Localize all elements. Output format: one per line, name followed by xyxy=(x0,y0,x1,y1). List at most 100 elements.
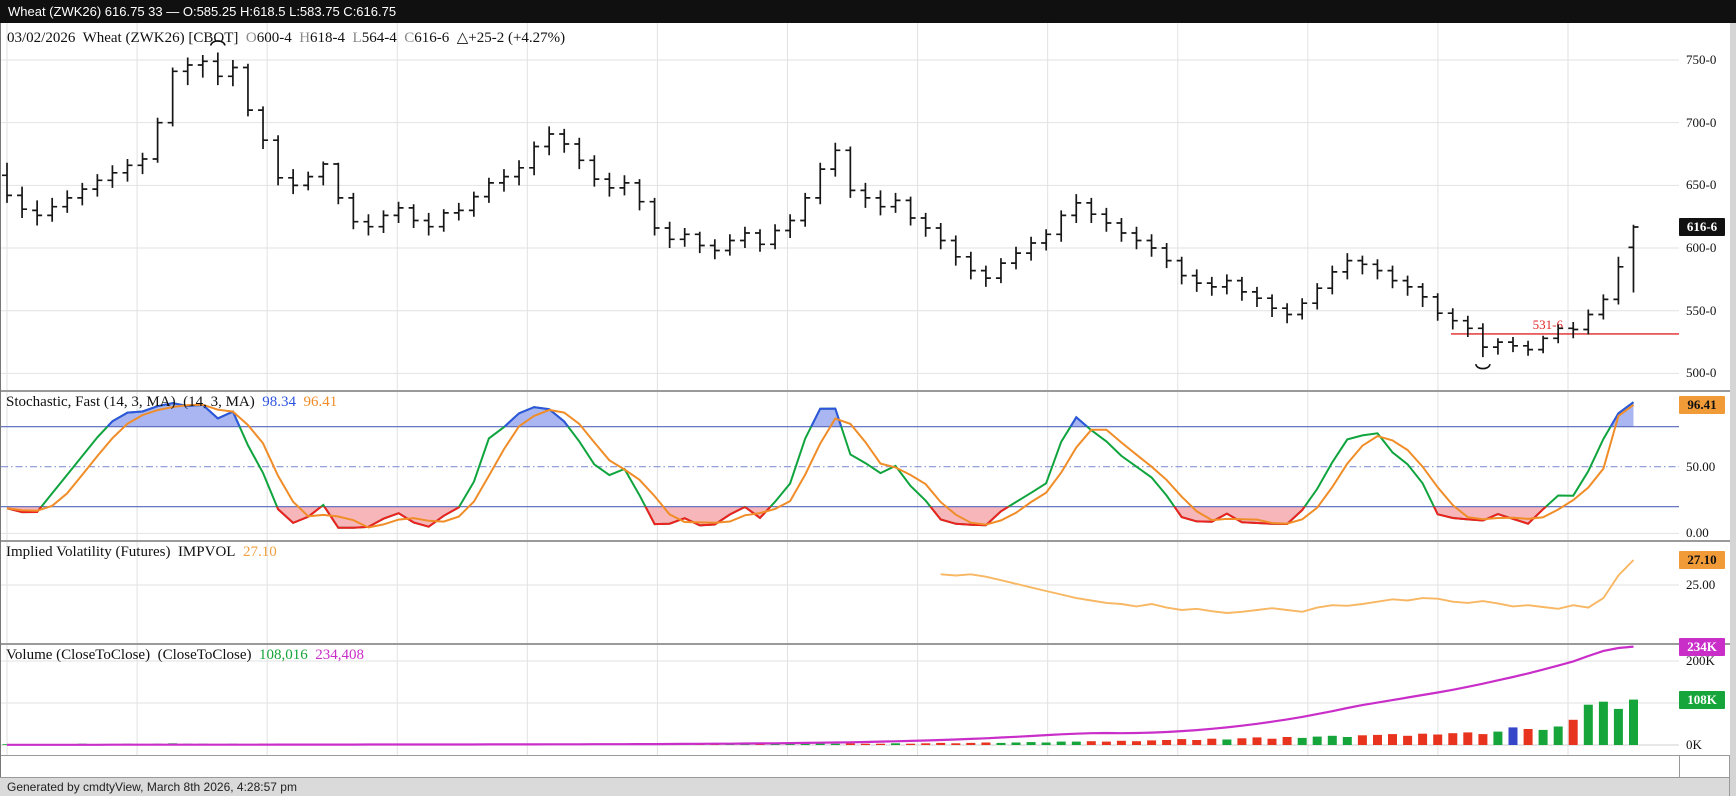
volume-bar xyxy=(1132,741,1141,745)
volume-bar xyxy=(1282,737,1292,745)
volume-chart-svg[interactable] xyxy=(1,645,1679,755)
change-value: △+25-2 (+4.27%) xyxy=(456,30,566,46)
high-label: H xyxy=(299,30,311,46)
volume-bar xyxy=(1613,708,1623,745)
volume-bar xyxy=(1568,719,1578,745)
impvol-name: IMPVOL xyxy=(177,544,236,560)
price-axis-label: 700-0 xyxy=(1686,114,1717,130)
stochastic-d-line xyxy=(6,403,1635,529)
volume-bar xyxy=(1071,741,1081,745)
volume-bar xyxy=(755,744,765,745)
price-axis[interactable]: 750-0 700-0 650-0 600-0 550-0 500-0 616-6 xyxy=(1679,23,1730,390)
volume-bar xyxy=(800,743,810,745)
volume-axis[interactable]: 200K 0K 234K 108K xyxy=(1679,637,1730,755)
price-axis-label: 650-0 xyxy=(1686,177,1717,193)
volume-bar xyxy=(1237,738,1247,745)
volume-bar xyxy=(906,743,916,745)
low-value: 564-4 xyxy=(361,30,397,46)
price-axis-label: 750-0 xyxy=(1686,52,1717,67)
stochastic-chart-svg[interactable] xyxy=(1,392,1679,540)
stochastic-d-value: 96.41 xyxy=(303,394,338,410)
generated-by-text: Generated by cmdtyView, March 8th 2026, … xyxy=(7,780,297,794)
volume-bar xyxy=(1388,734,1397,745)
impvol-value: 27.10 xyxy=(242,544,277,560)
volume-bar xyxy=(860,743,870,745)
volume-bar xyxy=(1508,727,1518,745)
volume-bar xyxy=(1553,726,1563,745)
stochastic-overbought-fill xyxy=(7,402,1634,427)
price-panel-legend: 03/02/2026 Wheat (ZWK26) [CBOT] O600-4 H… xyxy=(7,28,565,47)
volume-bar xyxy=(1116,740,1126,745)
window-title-bar[interactable]: Wheat (ZWK26) 616.75 33 — O:585.25 H:618… xyxy=(0,0,1736,23)
stochastic-axis-label: 50.00 xyxy=(1686,458,1716,474)
volume-value: 108,016 xyxy=(259,647,308,663)
stochastic-badge: 96.41 xyxy=(1679,395,1725,414)
impvol-line xyxy=(940,559,1635,614)
stochastic-k-value: 98.34 xyxy=(262,394,296,410)
volume-params: (CloseToClose) xyxy=(157,647,252,663)
volume-bar xyxy=(1493,731,1503,745)
volume-bar xyxy=(785,743,795,745)
volume-bar xyxy=(845,743,855,745)
impvol-panel[interactable] xyxy=(1,542,1679,643)
price-chart-svg[interactable]: 531-6 xyxy=(1,23,1679,390)
volume-bar xyxy=(1583,704,1593,745)
contract-high-marker xyxy=(210,40,226,46)
panel-divider[interactable] xyxy=(1,643,1730,645)
chart-area: 531-6 03/02/2026 Wheat (ZWK26) [CBOT] O6… xyxy=(0,23,1736,795)
open-value: 600-4 xyxy=(256,30,292,46)
ohlc-bars xyxy=(2,52,1639,358)
impvol-axis[interactable]: 25.00 27.10 xyxy=(1679,542,1730,643)
window-title: Wheat (ZWK26) 616.75 33 — O:585.25 H:618… xyxy=(8,4,397,19)
volume-bar xyxy=(1086,741,1096,745)
volume-axis-label: 200K xyxy=(1686,653,1715,668)
volume-bar xyxy=(1192,740,1202,745)
volume-bar xyxy=(966,742,976,745)
impvol-axis-label: 25.00 xyxy=(1686,577,1716,592)
footer-bar: Generated by cmdtyView, March 8th 2026, … xyxy=(0,777,1729,796)
volume-bar xyxy=(1177,739,1187,745)
price-axis-label: 500-0 xyxy=(1686,365,1717,381)
volume-bar xyxy=(1327,735,1337,745)
panel-divider[interactable] xyxy=(1,390,1730,392)
volume-legend: Volume (CloseToClose) (CloseToClose) 108… xyxy=(6,647,364,664)
impvol-badge: 27.10 xyxy=(1679,551,1725,569)
impvol-label: Implied Volatility (Futures) xyxy=(6,544,171,560)
volume-bar xyxy=(1538,729,1548,745)
quote-symbol: Wheat (ZWK26) [CBOT] xyxy=(82,30,239,46)
impvol-chart-svg[interactable] xyxy=(1,542,1679,643)
volume-bar xyxy=(1357,735,1367,745)
panel-divider xyxy=(1,755,1730,756)
volume-bar xyxy=(1433,734,1443,745)
last-price-badge: 616-6 xyxy=(1679,218,1725,237)
volume-bar xyxy=(1026,742,1036,745)
price-panel[interactable]: 531-6 xyxy=(1,23,1679,390)
stochastic-params: (14, 3, MA) xyxy=(183,394,255,410)
alert-line-label: 531-6 xyxy=(1533,317,1564,332)
volume-bar xyxy=(1297,737,1307,745)
volume-bar xyxy=(1342,737,1352,745)
high-value: 618-4 xyxy=(310,30,346,46)
price-axis-label: 600-0 xyxy=(1686,240,1717,256)
low-label: L xyxy=(352,30,362,46)
stochastic-panel[interactable] xyxy=(1,392,1679,540)
volume-bar xyxy=(1056,741,1066,745)
stochastic-axis-label: 0.00 xyxy=(1686,525,1709,541)
volume-bar xyxy=(1598,701,1608,745)
volume-panel[interactable] xyxy=(1,645,1679,755)
open-interest-line xyxy=(7,645,1634,746)
volume-bar xyxy=(1011,742,1021,745)
volume-axis-label: 0K xyxy=(1686,737,1702,752)
stochastic-axis[interactable]: 50.00 0.00 96.41 xyxy=(1679,392,1730,540)
close-label: C xyxy=(404,30,415,46)
volume-bar xyxy=(951,743,961,745)
volume-bar xyxy=(1403,735,1413,745)
volume-bar xyxy=(830,743,840,745)
volume-bar xyxy=(1463,732,1473,745)
volume-badge: 108K xyxy=(1679,690,1725,709)
panel-divider[interactable] xyxy=(1,540,1730,542)
volume-bar xyxy=(981,742,991,745)
open-label: O xyxy=(245,30,257,46)
volume-bar xyxy=(1041,742,1051,745)
quote-date: 03/02/2026 xyxy=(7,30,76,46)
